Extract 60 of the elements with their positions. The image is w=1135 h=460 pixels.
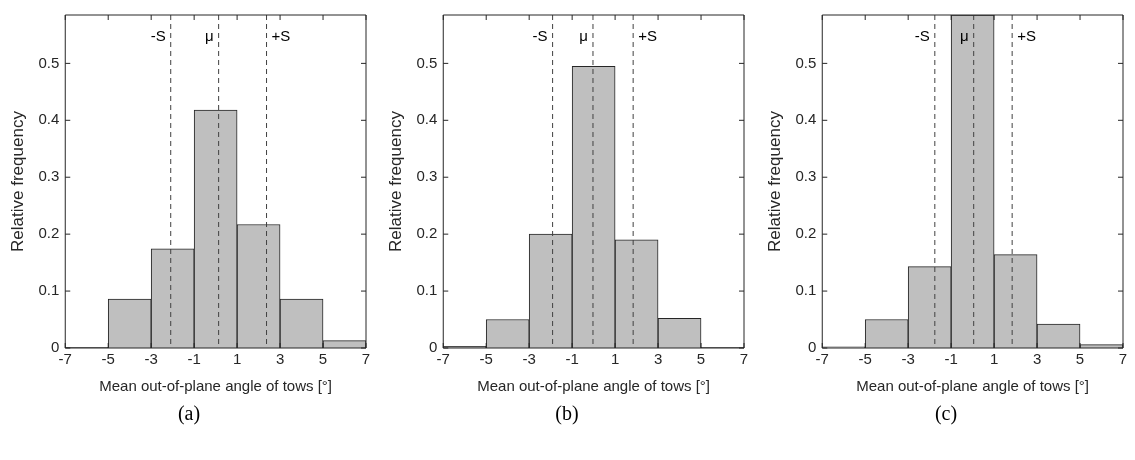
- text: (a): [176, 402, 202, 425]
- ref-line-label: +S: [271, 27, 291, 45]
- y-axis-title: Relative frequency: [385, 110, 405, 252]
- x-tick-label: 5: [696, 350, 706, 368]
- y-tick-label: 0: [428, 338, 438, 356]
- text: (b): [554, 402, 580, 425]
- x-tick-label: -5: [858, 350, 872, 368]
- x-tick-label: -5: [479, 350, 493, 368]
- y-tick-label: 0.1: [38, 281, 60, 299]
- y-tick-label: 0.3: [416, 167, 438, 185]
- ref-line-label: -S: [150, 27, 166, 45]
- x-axis-title: Mean out-of-plane angle of tows [°]: [477, 377, 711, 395]
- x-axis-title: Mean out-of-plane angle of tows [°]: [99, 377, 333, 395]
- x-tick-label: -1: [565, 350, 579, 368]
- ref-line-label: +S: [638, 27, 657, 45]
- y-tick-label: 0.5: [795, 53, 817, 71]
- x-tick-label: 5: [318, 350, 328, 368]
- y-tick-label: 0.4: [416, 110, 438, 128]
- x-tick-label: -3: [144, 350, 158, 368]
- x-tick-label: 5: [1075, 350, 1085, 368]
- x-tick-label: 1: [610, 350, 620, 368]
- y-tick-label: 0.5: [416, 53, 438, 71]
- y-tick-label: 0.2: [416, 224, 438, 242]
- y-axis-title: Relative frequency: [764, 110, 784, 252]
- ref-line-label: -S: [914, 27, 930, 45]
- y-tick-label: 0.2: [38, 224, 60, 242]
- x-tick-label: -3: [901, 350, 915, 368]
- ref-line-label: +S: [1017, 27, 1036, 45]
- ref-line-label: μ: [579, 27, 588, 45]
- y-tick-label: 0.3: [795, 167, 817, 185]
- x-tick-label: -1: [187, 350, 201, 368]
- x-tick-label: -7: [436, 350, 450, 368]
- x-axis-title: Mean out-of-plane angle of tows [°]: [856, 377, 1090, 395]
- x-tick-label: -5: [101, 350, 115, 368]
- y-tick-label: 0.3: [38, 167, 60, 185]
- x-tick-label: -3: [522, 350, 536, 368]
- x-tick-label: -7: [58, 350, 72, 368]
- ref-line-label: -S: [532, 27, 548, 45]
- y-tick-label: 0: [50, 338, 60, 356]
- ref-line-label: μ: [960, 27, 969, 45]
- y-axis-title: Relative frequency: [7, 110, 27, 252]
- x-tick-label: 1: [232, 350, 242, 368]
- y-tick-label: 0.1: [795, 281, 817, 299]
- x-tick-label: 3: [653, 350, 663, 368]
- y-tick-label: 0.2: [795, 224, 817, 242]
- x-tick-label: -7: [815, 350, 829, 368]
- x-tick-label: 3: [1032, 350, 1042, 368]
- x-tick-label: 7: [1118, 350, 1128, 368]
- x-tick-label: 7: [361, 350, 371, 368]
- y-tick-label: 0.1: [416, 281, 438, 299]
- x-tick-label: 7: [739, 350, 749, 368]
- x-tick-label: 1: [989, 350, 999, 368]
- y-tick-label: 0.4: [38, 110, 60, 128]
- y-tick-label: 0: [807, 338, 817, 356]
- x-tick-label: -1: [944, 350, 958, 368]
- text: (c): [933, 402, 959, 425]
- y-tick-label: 0.4: [795, 110, 817, 128]
- x-tick-label: 3: [275, 350, 285, 368]
- ref-line-label: μ: [204, 27, 214, 45]
- y-tick-label: 0.5: [38, 53, 60, 71]
